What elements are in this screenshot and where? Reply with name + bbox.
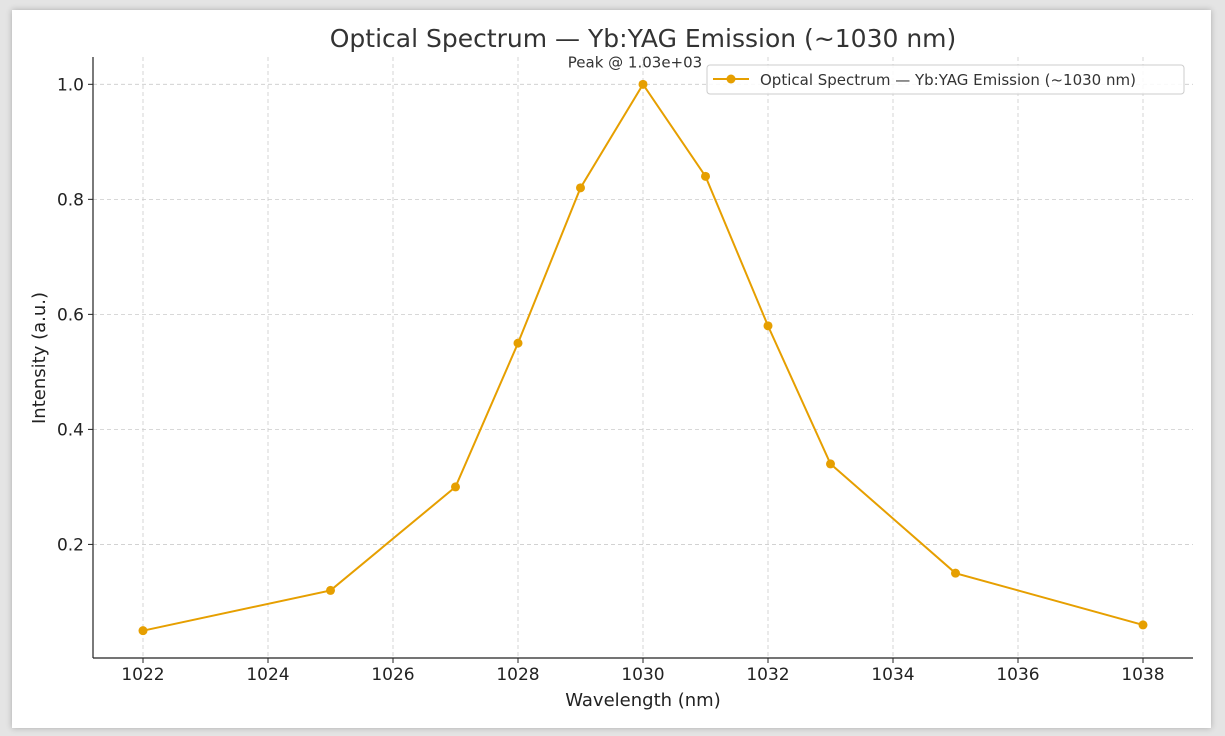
data-point: [326, 585, 335, 595]
series: [138, 79, 1148, 636]
x-tick-label: 1032: [746, 665, 789, 685]
data-point: [763, 321, 773, 331]
grid: [93, 57, 1193, 658]
data-point: [701, 171, 710, 181]
legend-label: Optical Spectrum — Yb:YAG Emission (~103…: [760, 71, 1136, 89]
x-tick-label: 1034: [871, 665, 914, 685]
x-axis-label: Wavelength (nm): [565, 690, 721, 711]
x-tick-label: 1024: [246, 665, 289, 685]
y-tick-label: 0.2: [57, 535, 84, 555]
chart-title: Optical Spectrum — Yb:YAG Emission (~103…: [330, 24, 957, 53]
legend-box: [706, 64, 1185, 95]
x-tick-label: 1038: [1121, 665, 1164, 685]
x-tick-label: 1036: [996, 665, 1039, 685]
ticks: 1022 1024 1026 1028 1030 1032 1034 1036 1038 0.2 0…: [57, 75, 1165, 685]
axes: [92, 57, 1193, 659]
data-point: [576, 183, 585, 193]
y-tick-label: 1.0: [57, 75, 84, 95]
y-tick-label: 0.8: [57, 190, 84, 210]
legend-marker: [726, 74, 736, 84]
y-tick-label: 0.6: [57, 305, 84, 325]
chart-card: [12, 10, 1211, 728]
data-point: [951, 568, 960, 578]
data-point: [638, 79, 648, 89]
legend: Optical Spectrum — Yb:YAG Emission (~103…: [706, 64, 1185, 95]
x-tick-label: 1028: [496, 665, 539, 685]
x-tick-label: 1022: [121, 665, 164, 685]
data-point: [513, 338, 523, 348]
y-tick-label: 0.4: [57, 420, 84, 440]
data-point: [1138, 620, 1148, 630]
peak-annotation: Peak @ 1.03e+03: [568, 53, 702, 71]
x-tick-label: 1030: [621, 665, 664, 685]
x-tick-label: 1026: [371, 665, 414, 685]
data-point: [138, 626, 148, 636]
data-point: [451, 482, 460, 492]
y-axis-label: Intensity (a.u.): [29, 292, 50, 424]
data-point: [826, 459, 835, 469]
